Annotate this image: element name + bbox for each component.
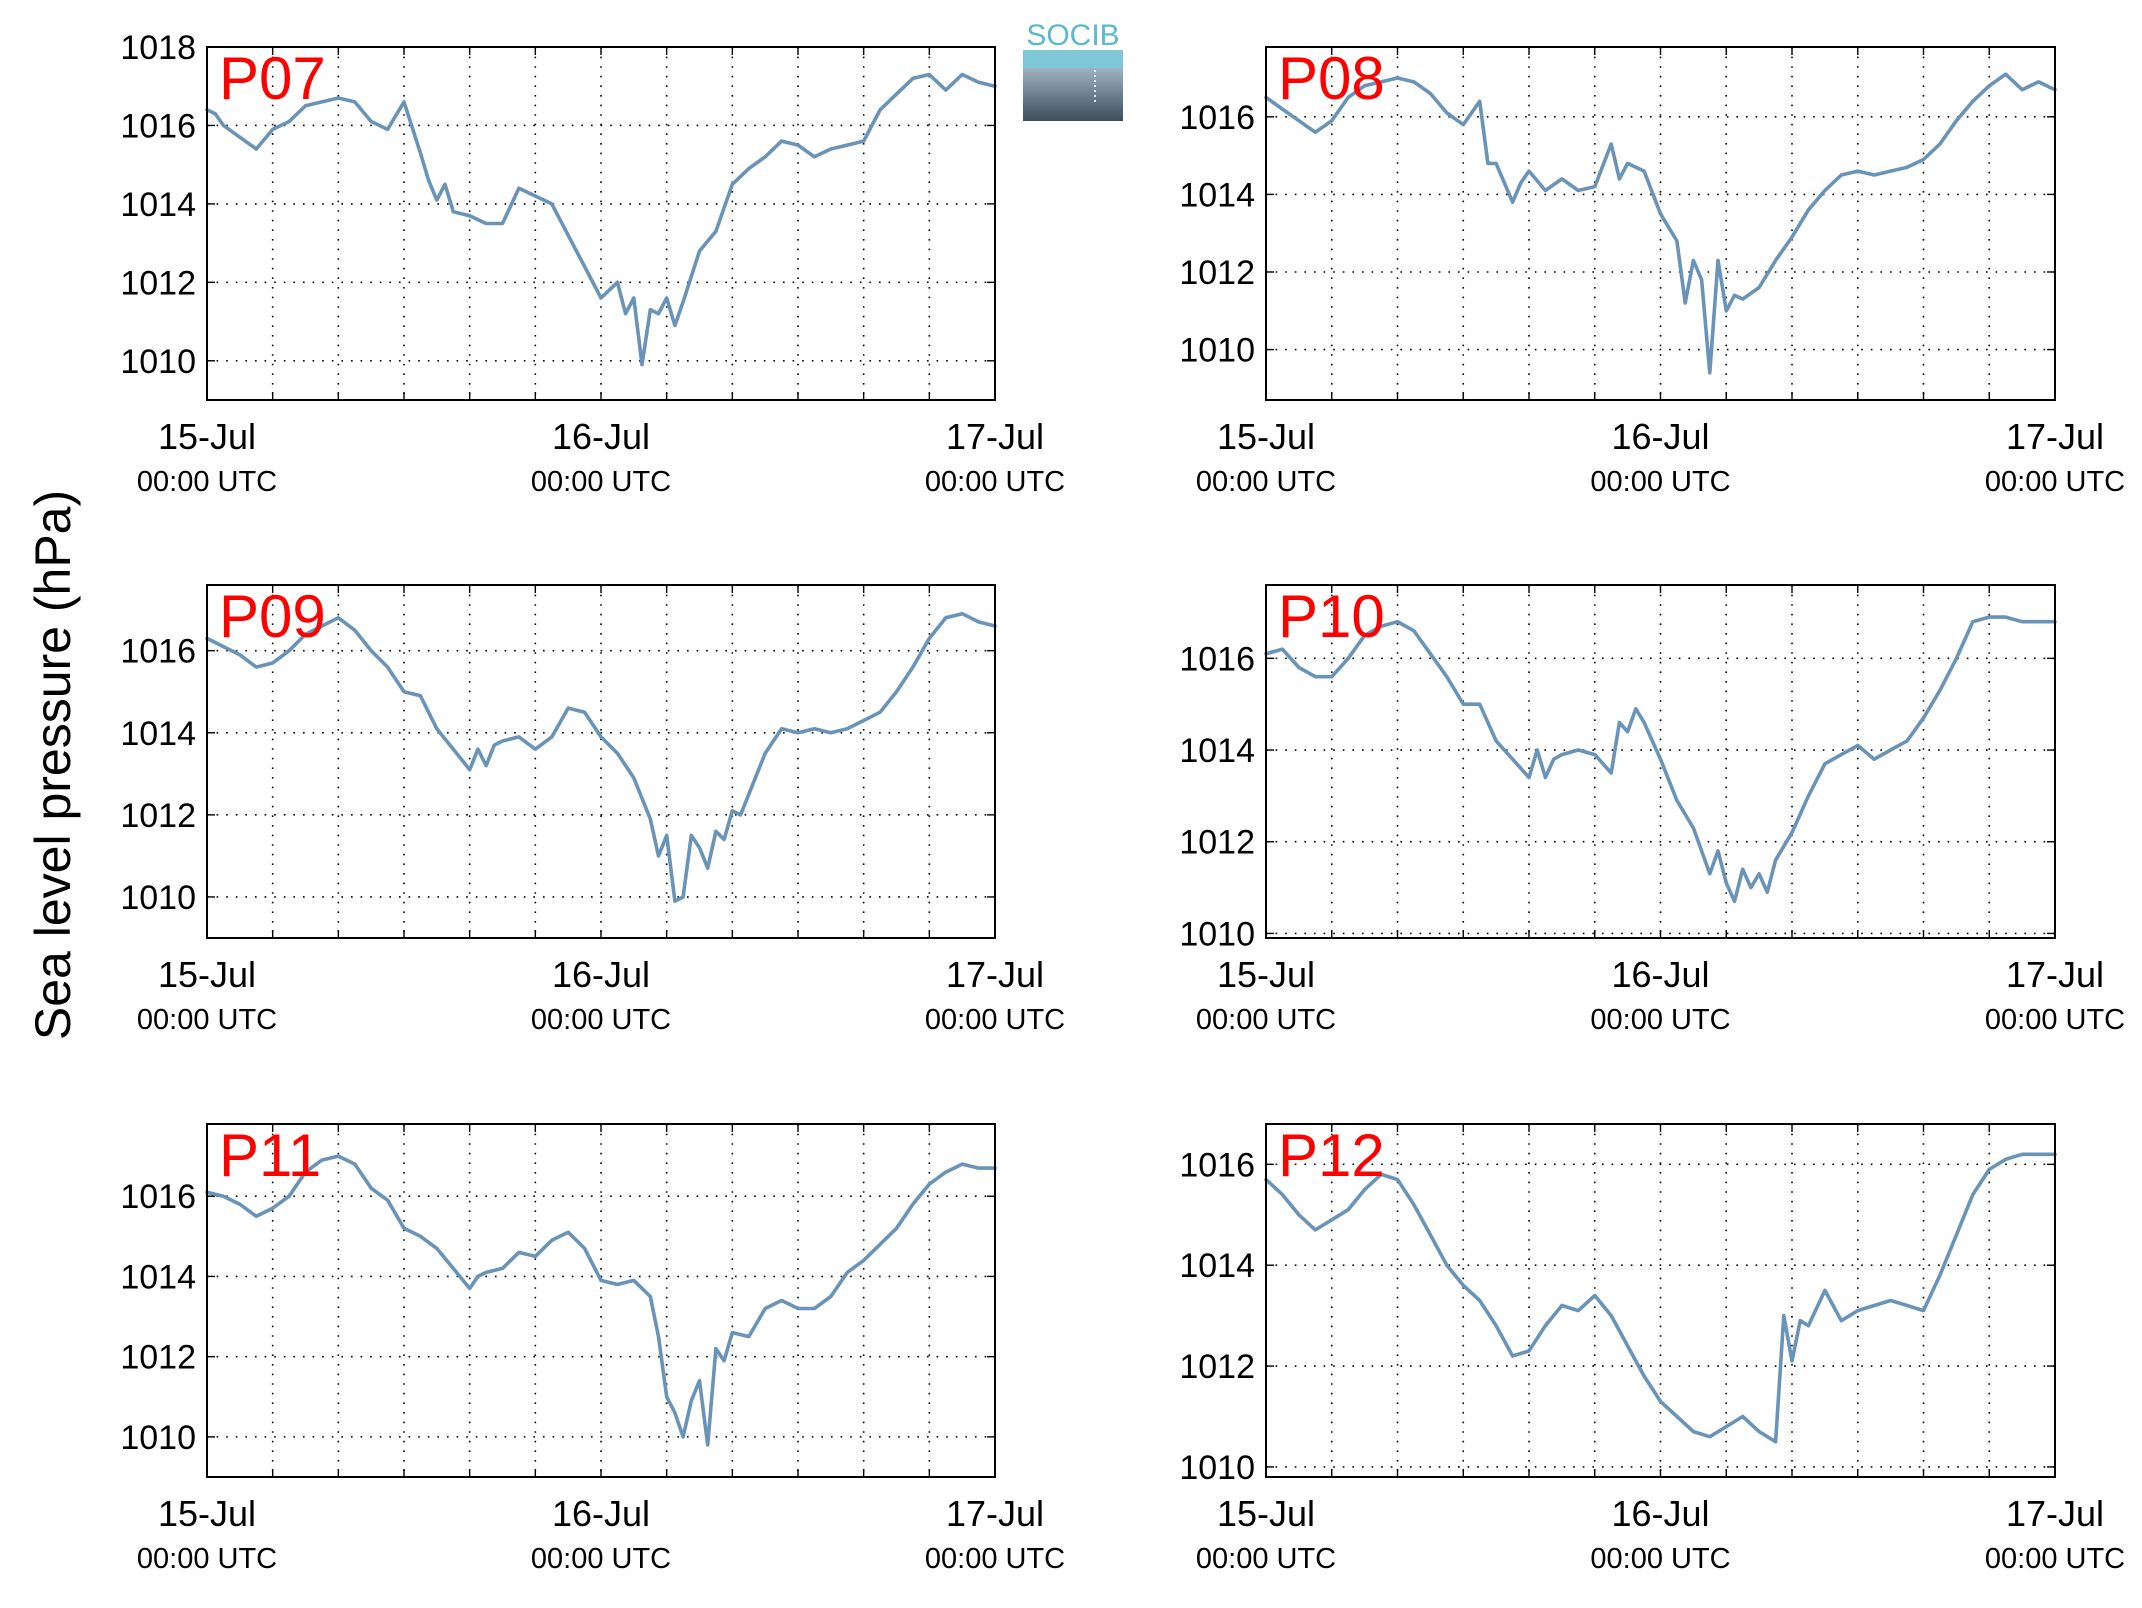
y-tick-label: 1016 bbox=[1179, 99, 1255, 137]
x-tick-label-time: 00:00 UTC bbox=[137, 1543, 277, 1575]
y-tick-label: 1014 bbox=[120, 715, 196, 753]
x-tick-label-date: 15-Jul bbox=[158, 416, 256, 457]
x-tick-label-time: 00:00 UTC bbox=[1590, 1004, 1730, 1036]
panel-p09: 1010 1012 1014 1016 P09 15-Jul 00:00 UTC 16-Jul… bbox=[120, 583, 1065, 1036]
x-tick-label-time: 00:00 UTC bbox=[925, 1543, 1065, 1575]
x-tick-label-date: 17-Jul bbox=[946, 954, 1044, 995]
y-tick-label: 1014 bbox=[1179, 732, 1255, 770]
y-tick-label: 1018 bbox=[120, 29, 196, 67]
x-tick-label-time: 00:00 UTC bbox=[1985, 466, 2125, 498]
panel-p11: 1010 1012 1014 1016 P11 15-Jul 00:00 UTC 16-Jul… bbox=[120, 1122, 1065, 1575]
x-tick-label-date: 15-Jul bbox=[158, 1493, 256, 1534]
socib-logo: SOCIB bbox=[1023, 19, 1123, 121]
socib-logo-text: SOCIB bbox=[1026, 19, 1119, 52]
figure-ylabel: Sea level pressure (hPa) bbox=[25, 490, 81, 1040]
y-tick-label: 1016 bbox=[120, 1178, 196, 1216]
axes-box bbox=[206, 584, 996, 939]
series-line-p10 bbox=[1264, 615, 2057, 904]
axes-box bbox=[206, 46, 996, 401]
station-label-p07: P07 bbox=[219, 45, 326, 112]
x-tick-label-time: 00:00 UTC bbox=[1985, 1004, 2125, 1036]
y-tick-label: 1012 bbox=[120, 797, 196, 835]
x-tick-label-time: 00:00 UTC bbox=[925, 466, 1065, 498]
y-tick-label: 1012 bbox=[120, 1339, 196, 1377]
y-tick-label: 1014 bbox=[120, 1258, 196, 1296]
x-tick-label-time: 00:00 UTC bbox=[531, 466, 671, 498]
panel-p10: 1010 1012 1014 1016 P10 15-Jul 00:00 UTC 16-Jul… bbox=[1179, 583, 2125, 1036]
panel-p07: 1010 1012 1014 1016 1018 P07 15-Jul 00:00 UTC 16… bbox=[120, 29, 1065, 498]
x-tick-label-time: 00:00 UTC bbox=[1985, 1543, 2125, 1575]
series-line-p11 bbox=[205, 1154, 997, 1447]
x-tick-label-date: 17-Jul bbox=[2006, 416, 2104, 457]
y-tick-label: 1016 bbox=[1179, 1146, 1255, 1184]
station-label-p08: P08 bbox=[1278, 45, 1385, 112]
y-tick-label: 1012 bbox=[1179, 824, 1255, 862]
y-tick-label: 1014 bbox=[1179, 176, 1255, 214]
y-tick-label: 1010 bbox=[120, 1419, 196, 1457]
x-tick-label-time: 00:00 UTC bbox=[1196, 1004, 1336, 1036]
station-label-p12: P12 bbox=[1278, 1122, 1385, 1189]
axes-box bbox=[1265, 1123, 2056, 1478]
panel-p12: 1010 1012 1014 1016 P12 15-Jul 00:00 UTC 16-Jul… bbox=[1179, 1122, 2125, 1575]
socib-logo-body bbox=[1023, 68, 1123, 121]
x-tick-label-date: 15-Jul bbox=[1217, 954, 1315, 995]
y-tick-label: 1012 bbox=[120, 264, 196, 302]
x-tick-label-date: 16-Jul bbox=[1611, 1493, 1709, 1534]
x-tick-label-time: 00:00 UTC bbox=[1196, 466, 1336, 498]
x-tick-label-date: 15-Jul bbox=[1217, 1493, 1315, 1534]
x-tick-label-date: 17-Jul bbox=[2006, 954, 2104, 995]
station-label-p10: P10 bbox=[1278, 583, 1385, 650]
x-tick-label-time: 00:00 UTC bbox=[1590, 466, 1730, 498]
x-tick-label-time: 00:00 UTC bbox=[531, 1543, 671, 1575]
x-tick-label-date: 16-Jul bbox=[552, 1493, 650, 1534]
panel-p08: 1010 1012 1014 1016 P08 15-Jul 00:00 UTC 16-Jul… bbox=[1179, 45, 2125, 498]
y-tick-label: 1010 bbox=[1179, 915, 1255, 953]
x-tick-label-time: 00:00 UTC bbox=[531, 1004, 671, 1036]
y-tick-label: 1016 bbox=[1179, 640, 1255, 678]
socib-logo-top-band bbox=[1023, 50, 1123, 68]
series-line-p08 bbox=[1264, 72, 2057, 375]
x-tick-label-date: 17-Jul bbox=[946, 416, 1044, 457]
y-tick-label: 1014 bbox=[120, 186, 196, 224]
x-tick-label-date: 16-Jul bbox=[552, 954, 650, 995]
axes-box bbox=[206, 1123, 996, 1478]
x-tick-label-date: 16-Jul bbox=[1611, 416, 1709, 457]
x-tick-label-date: 16-Jul bbox=[1611, 954, 1709, 995]
y-tick-label: 1014 bbox=[1179, 1247, 1255, 1285]
y-tick-label: 1010 bbox=[120, 879, 196, 917]
series-line-p12 bbox=[1264, 1152, 2057, 1444]
y-tick-label: 1012 bbox=[1179, 1348, 1255, 1386]
y-tick-label: 1016 bbox=[120, 633, 196, 671]
y-tick-label: 1010 bbox=[120, 343, 196, 381]
y-tick-label: 1010 bbox=[1179, 1449, 1255, 1487]
axes-box bbox=[1265, 46, 2056, 401]
series-line-p07 bbox=[205, 72, 997, 367]
station-label-p09: P09 bbox=[219, 583, 326, 650]
x-tick-label-time: 00:00 UTC bbox=[1590, 1543, 1730, 1575]
x-tick-label-date: 15-Jul bbox=[1217, 416, 1315, 457]
station-label-p11: P11 bbox=[219, 1122, 321, 1189]
y-tick-label: 1016 bbox=[120, 107, 196, 145]
x-tick-label-time: 00:00 UTC bbox=[925, 1004, 1065, 1036]
x-tick-label-date: 17-Jul bbox=[946, 1493, 1044, 1534]
x-tick-label-date: 16-Jul bbox=[552, 416, 650, 457]
series-line-p09 bbox=[205, 611, 997, 903]
y-tick-label: 1012 bbox=[1179, 254, 1255, 292]
x-tick-label-time: 00:00 UTC bbox=[1196, 1543, 1336, 1575]
axes-box bbox=[1265, 584, 2056, 939]
x-tick-label-time: 00:00 UTC bbox=[137, 466, 277, 498]
x-tick-label-time: 00:00 UTC bbox=[137, 1004, 277, 1036]
y-tick-label: 1010 bbox=[1179, 332, 1255, 370]
x-tick-label-date: 15-Jul bbox=[158, 954, 256, 995]
x-tick-label-date: 17-Jul bbox=[2006, 1493, 2104, 1534]
